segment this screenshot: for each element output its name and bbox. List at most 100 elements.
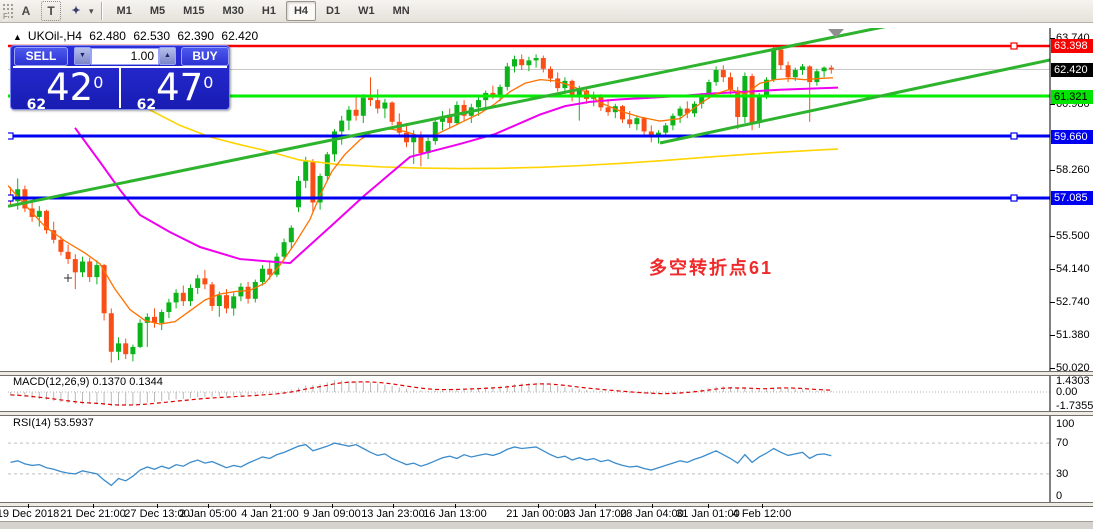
- price-axis-tick-mark: [1050, 103, 1055, 105]
- one-click-trading-panel: SELL ▼ ▲ BUY 62420 62470: [10, 45, 230, 114]
- time-axis-tick-mark: [157, 504, 158, 508]
- sell-price-prefix: 62: [26, 97, 47, 113]
- time-axis-tick-mark: [538, 504, 539, 508]
- volume-decrease-button[interactable]: ▼: [74, 47, 91, 65]
- quote-low: 62.390: [177, 29, 215, 43]
- volume-increase-button[interactable]: ▲: [159, 47, 176, 65]
- time-axis-label[interactable]: 28 Jan 04:00: [620, 508, 684, 520]
- time-axis-label[interactable]: 9 Jan 09:00: [303, 508, 361, 520]
- rsi-pane[interactable]: [8, 442, 1050, 487]
- macd-axis-tick: 1.4303: [1056, 375, 1090, 387]
- macd-value-1: 0.1370: [92, 376, 127, 388]
- time-axis-label[interactable]: 27 Dec 13:00: [124, 508, 190, 520]
- timeframe-button-m1[interactable]: M1: [116, 5, 132, 17]
- timeframe-button-d1[interactable]: D1: [326, 5, 341, 17]
- timeframe-button-m5[interactable]: M5: [149, 5, 166, 17]
- rsi-axis-tick: 70: [1056, 437, 1069, 449]
- price-axis-tick: 58.260: [1056, 164, 1090, 176]
- price-axis-tick-mark: [1050, 268, 1055, 270]
- time-axis-label[interactable]: 4 Jan 21:00: [241, 508, 299, 520]
- rsi-label: RSI(14) 53.5937: [13, 417, 94, 429]
- price-axis-tick-mark: [1050, 235, 1055, 237]
- price-axis-tick: 52.740: [1056, 296, 1090, 308]
- time-axis-label[interactable]: 4 Feb 12:00: [732, 508, 792, 520]
- time-axis-label[interactable]: 2 Jan 05:00: [179, 508, 237, 520]
- time-axis-label[interactable]: 16 Jan 13:00: [423, 508, 487, 520]
- macd-name: MACD(12,26,9): [13, 376, 90, 388]
- toolbar-dock-handle[interactable]: F: [2, 3, 13, 21]
- price-level-badge: 62.420: [1051, 63, 1093, 77]
- pane-separator-bottom: [0, 502, 1093, 507]
- macd-axis-tick: 0.00: [1056, 386, 1078, 398]
- letter-annotation-tool-icon[interactable]: A: [21, 4, 31, 18]
- rsi-axis-tick: 0: [1056, 490, 1063, 502]
- dock-f-label: F: [3, 12, 8, 21]
- panel-divider: [13, 66, 227, 68]
- rsi-axis-tick: 100: [1056, 418, 1075, 430]
- rsi-name: RSI(14): [13, 417, 51, 429]
- time-axis-label[interactable]: 21 Jan 00:00: [506, 508, 570, 520]
- sell-price-sup: 0: [93, 73, 104, 92]
- macd-axis-tick: -1.7355: [1056, 400, 1093, 412]
- time-axis-label[interactable]: 23 Jan 17:00: [563, 508, 627, 520]
- styler-dropdown-caret-icon[interactable]: ▾: [89, 5, 94, 16]
- toolbar: F A T ✦ ▾ M1 M5 M15 M30 H1 H4 D1 W1 MN: [0, 0, 1093, 23]
- price-axis-tick-mark: [1050, 367, 1055, 369]
- timeframe-button-w1[interactable]: W1: [358, 5, 375, 17]
- macd-pane[interactable]: [8, 380, 1050, 407]
- time-axis-tick-mark: [708, 504, 709, 508]
- volume-input[interactable]: [91, 47, 159, 65]
- price-axis-tick: 51.380: [1056, 329, 1090, 341]
- time-axis-tick-mark: [208, 504, 209, 508]
- text-label-tool-icon[interactable]: T: [41, 1, 61, 21]
- oneclick-collapse-icon[interactable]: ▲: [13, 32, 22, 42]
- quote-close: 62.420: [221, 29, 259, 43]
- chart-symbol-period: UKOil-,H4: [27, 29, 82, 43]
- sell-price-main: 42: [46, 66, 94, 109]
- chart-shift-marker-icon[interactable]: [828, 29, 844, 38]
- price-level-badge: 61.321: [1051, 90, 1093, 104]
- price-axis-tick-mark: [1050, 169, 1055, 171]
- chart-title: ▲ UKOil-,H4 62.480 62.530 62.390 62.420: [13, 29, 262, 43]
- timeframe-button-m30[interactable]: M30: [222, 5, 244, 17]
- window-bottom-frame: [0, 521, 1093, 529]
- buy-price-prefix: 62: [136, 97, 157, 113]
- macd-label: MACD(12,26,9) 0.1370 0.1344: [13, 376, 163, 388]
- styler-tool-icon[interactable]: ✦: [71, 5, 81, 17]
- time-axis-tick-mark: [28, 504, 29, 508]
- timeframe-button-h1[interactable]: H1: [261, 5, 276, 17]
- macd-value-2: 0.1344: [129, 376, 163, 388]
- time-axis-tick-mark: [595, 504, 596, 508]
- pane-separator-macd[interactable]: [0, 371, 1093, 376]
- rsi-value: 53.5937: [53, 417, 94, 429]
- timeframe-button-mn[interactable]: MN: [392, 5, 410, 17]
- time-axis-tick-mark: [270, 504, 271, 508]
- timeframe-button-h4[interactable]: H4: [285, 1, 317, 21]
- price-axis-tick: 55.500: [1056, 230, 1090, 242]
- buy-button[interactable]: BUY: [181, 46, 229, 66]
- price-level-badge: 63.398: [1051, 39, 1093, 53]
- time-axis-label[interactable]: 31 Jan 01:00: [676, 508, 740, 520]
- time-axis-label[interactable]: 21 Dec 21:00: [60, 508, 126, 520]
- time-axis-tick-mark: [455, 504, 456, 508]
- pane-separator-rsi[interactable]: [0, 411, 1093, 416]
- time-axis-tick-mark: [762, 504, 763, 508]
- price-axis-tick-mark: [1050, 334, 1055, 336]
- time-axis-label[interactable]: 13 Jan 23:00: [361, 508, 425, 520]
- timeframe-button-m15[interactable]: M15: [183, 5, 205, 17]
- price-axis-tick: 54.140: [1056, 263, 1090, 275]
- toolbar-separator: [100, 2, 103, 20]
- buy-price-sup: 0: [203, 73, 214, 92]
- time-axis-label[interactable]: 19 Dec 2018: [0, 508, 60, 520]
- sell-button[interactable]: SELL: [14, 46, 68, 66]
- time-axis-tick-mark: [652, 504, 653, 508]
- buy-price-display[interactable]: 62470: [121, 66, 229, 114]
- time-axis-tick-mark: [393, 504, 394, 508]
- time-axis-tick-mark: [93, 504, 94, 508]
- buy-price-main: 47: [156, 66, 204, 109]
- sell-price-display[interactable]: 62420: [11, 66, 121, 113]
- time-axis-tick-mark: [332, 504, 333, 508]
- timeframe-bar: M1 M5 M15 M30 H1 H4 D1 W1 MN: [108, 1, 419, 21]
- quote-high: 62.530: [133, 29, 171, 43]
